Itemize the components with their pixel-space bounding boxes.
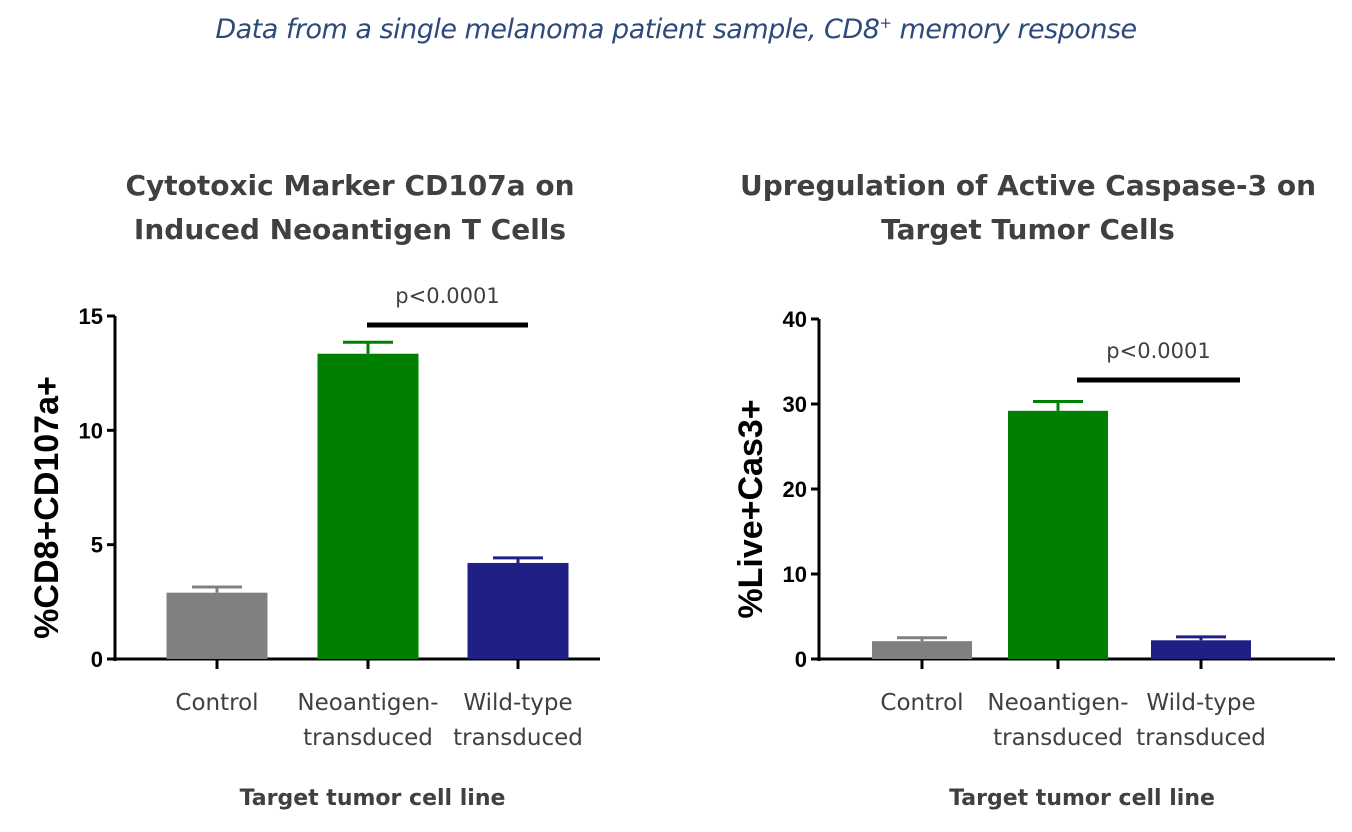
y-tick-label: 0 [795,647,807,672]
y-tick-label: 10 [783,562,807,587]
bar-wild-type-transduced [467,562,569,659]
x-axis-label: Target tumor cell line [240,786,506,811]
bar-neoantigen-transduced [317,353,419,659]
bar-wild-type-transduced [1151,640,1251,659]
bar-neoantigen-transduced [1008,410,1108,659]
category-label: Neoantigen- [987,690,1128,716]
category-label: Neoantigen- [297,690,438,716]
chart-title: Cytotoxic Marker CD107a on [125,169,574,202]
chart-title: Induced Neoantigen T Cells [134,213,566,246]
page-subtitle: Data from a single melanoma patient samp… [0,14,1352,45]
y-axis-label: %CD8+CD107a+ [28,376,66,639]
y-tick-label: 15 [79,304,103,329]
chart-title: Upregulation of Active Caspase-3 on [740,169,1316,202]
y-tick-label: 5 [91,533,103,558]
category-label: Wild-type [463,690,572,716]
category-label: Control [175,690,258,716]
y-tick-label: 40 [783,307,807,332]
x-axis-label: Target tumor cell line [949,786,1215,811]
category-label: transduced [303,725,433,751]
y-axis-label: %Live+Cas3+ [732,399,770,618]
subtitle-text: Data from a single melanoma patient samp… [215,14,880,45]
category-label: transduced [453,725,583,751]
bar-control [166,592,268,659]
y-tick-label: 30 [783,392,807,417]
bar-control [872,641,972,659]
category-label: Wild-type [1146,690,1255,716]
chart-title: Target Tumor Cells [881,213,1175,246]
subtitle-sup: + [879,14,892,32]
y-tick-label: 10 [79,418,103,443]
p-value-label: p<0.0001 [1106,339,1210,363]
subtitle-tail: memory response [891,14,1138,45]
category-label: transduced [993,725,1123,751]
p-value-label: p<0.0001 [395,284,499,308]
category-label: Control [880,690,963,716]
category-label: transduced [1136,725,1266,751]
y-tick-label: 20 [783,477,807,502]
y-tick-label: 0 [91,647,103,672]
